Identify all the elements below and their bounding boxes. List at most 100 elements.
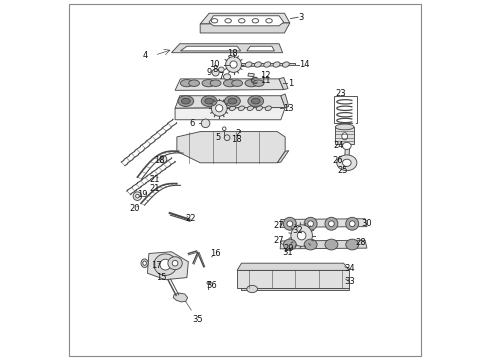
Polygon shape <box>241 63 295 66</box>
Ellipse shape <box>232 80 243 86</box>
Ellipse shape <box>283 217 296 230</box>
Bar <box>334 96 357 123</box>
Ellipse shape <box>251 98 260 104</box>
Ellipse shape <box>211 100 227 116</box>
Text: 34: 34 <box>344 265 355 274</box>
Text: 33: 33 <box>344 276 355 285</box>
Ellipse shape <box>172 260 178 266</box>
Text: 7: 7 <box>218 72 223 81</box>
Ellipse shape <box>178 96 194 107</box>
Polygon shape <box>242 288 349 291</box>
Ellipse shape <box>238 106 245 111</box>
Ellipse shape <box>282 62 290 67</box>
Ellipse shape <box>212 69 219 76</box>
Polygon shape <box>177 132 285 163</box>
Ellipse shape <box>335 124 354 130</box>
Ellipse shape <box>180 80 194 87</box>
Text: 4: 4 <box>142 51 147 60</box>
Text: 18: 18 <box>227 49 238 58</box>
Ellipse shape <box>346 239 359 250</box>
Text: 25: 25 <box>337 166 348 175</box>
Text: 9: 9 <box>206 68 211 77</box>
Ellipse shape <box>247 285 258 293</box>
Text: 5: 5 <box>216 133 220 142</box>
Ellipse shape <box>291 225 313 246</box>
Ellipse shape <box>160 156 167 163</box>
Ellipse shape <box>225 19 231 23</box>
Ellipse shape <box>230 61 237 68</box>
Polygon shape <box>248 73 254 77</box>
Ellipse shape <box>256 106 263 111</box>
Polygon shape <box>200 23 290 33</box>
Ellipse shape <box>211 19 218 23</box>
Ellipse shape <box>141 259 148 267</box>
Polygon shape <box>344 145 350 158</box>
Text: 35: 35 <box>186 301 203 324</box>
Text: 21: 21 <box>149 184 160 193</box>
Ellipse shape <box>201 96 217 107</box>
Ellipse shape <box>223 80 236 87</box>
Polygon shape <box>280 240 367 249</box>
Polygon shape <box>247 46 274 51</box>
Ellipse shape <box>222 127 226 131</box>
Text: 21: 21 <box>149 175 160 184</box>
Ellipse shape <box>252 19 259 23</box>
Polygon shape <box>237 263 349 270</box>
Ellipse shape <box>265 106 271 111</box>
Bar <box>335 127 354 144</box>
Text: 26: 26 <box>332 156 343 165</box>
Ellipse shape <box>337 155 357 171</box>
Ellipse shape <box>223 74 231 80</box>
Ellipse shape <box>343 159 351 166</box>
Text: 3: 3 <box>299 13 304 22</box>
Ellipse shape <box>343 142 351 149</box>
Ellipse shape <box>207 282 210 284</box>
Text: 23: 23 <box>336 89 346 98</box>
Ellipse shape <box>189 80 199 86</box>
Ellipse shape <box>229 106 236 111</box>
Polygon shape <box>173 293 188 302</box>
Text: 1: 1 <box>288 79 294 88</box>
Ellipse shape <box>349 221 355 226</box>
Ellipse shape <box>210 80 221 86</box>
Text: 32: 32 <box>293 226 303 235</box>
Text: 16: 16 <box>210 249 221 258</box>
Ellipse shape <box>325 217 338 230</box>
Text: 31: 31 <box>282 248 293 257</box>
Ellipse shape <box>308 221 314 226</box>
Text: 2: 2 <box>235 129 241 138</box>
Text: 13: 13 <box>283 104 294 113</box>
Polygon shape <box>226 107 279 110</box>
Polygon shape <box>200 13 290 24</box>
Ellipse shape <box>219 67 224 72</box>
Ellipse shape <box>201 119 210 128</box>
Polygon shape <box>237 270 349 288</box>
Ellipse shape <box>143 261 147 265</box>
Text: 28: 28 <box>355 238 366 247</box>
Text: 11: 11 <box>260 76 270 85</box>
Ellipse shape <box>297 231 306 240</box>
Polygon shape <box>277 150 289 163</box>
Text: 17: 17 <box>151 261 161 270</box>
Text: 12: 12 <box>260 71 270 80</box>
Ellipse shape <box>245 80 258 87</box>
Polygon shape <box>172 44 283 53</box>
Ellipse shape <box>245 62 252 67</box>
Ellipse shape <box>304 239 317 250</box>
Ellipse shape <box>346 217 359 230</box>
Text: 27: 27 <box>273 237 284 246</box>
Text: 6: 6 <box>190 119 195 128</box>
Polygon shape <box>280 219 367 227</box>
Polygon shape <box>144 261 147 267</box>
Ellipse shape <box>168 257 182 270</box>
Polygon shape <box>175 96 285 108</box>
Ellipse shape <box>253 80 264 86</box>
Ellipse shape <box>154 254 177 275</box>
Polygon shape <box>175 108 285 120</box>
Text: 10: 10 <box>209 60 219 69</box>
Ellipse shape <box>181 98 190 104</box>
Ellipse shape <box>205 98 214 104</box>
Text: 30: 30 <box>361 219 371 228</box>
Text: 8: 8 <box>212 65 218 74</box>
Ellipse shape <box>133 192 142 201</box>
